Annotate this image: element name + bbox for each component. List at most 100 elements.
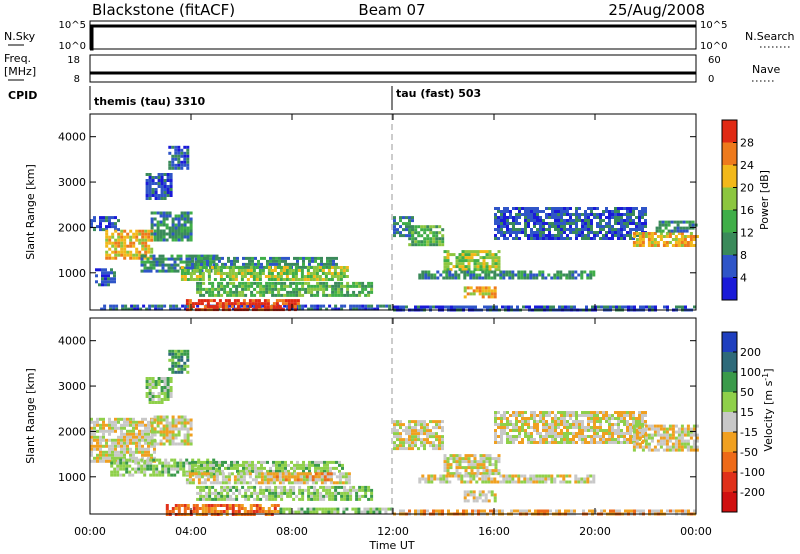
nsky-tick-top: 10^5: [59, 20, 86, 31]
velocity-echo-feature: [393, 420, 444, 451]
power-echo-feature: [632, 232, 699, 247]
velocity-echo-feature: [90, 417, 156, 463]
velocity-echo-feature: [168, 349, 190, 374]
velocity-echo-feature: [196, 485, 374, 501]
power-echo-feature: [90, 216, 120, 232]
power-ytick-label: 1000: [58, 267, 86, 280]
nsearch-tick-bottom: 10^0: [700, 41, 727, 52]
velocity-colorbar-swatch: [722, 352, 737, 372]
power-echo-feature: [463, 286, 497, 299]
date-title: 25/Aug/2008: [608, 1, 705, 19]
velocity-colorbar-tick: -200: [740, 486, 765, 499]
power-echo-feature: [168, 145, 190, 170]
power-echo-feature: [180, 266, 349, 281]
power-echo-feature: [418, 270, 596, 280]
velocity-echo-feature: [145, 377, 173, 404]
power-data-layer: [90, 145, 699, 312]
power-y-axis: 1000 2000 3000 4000: [58, 131, 696, 280]
velocity-ytick-label: 1000: [58, 471, 86, 484]
nsky-panel: [89, 20, 697, 50]
power-colorbar-tick: 24: [740, 159, 754, 172]
power-colorbar-label: Power [dB]: [758, 170, 771, 230]
power-colorbar-tick: 28: [740, 137, 754, 150]
velocity-echo-feature: [393, 509, 696, 516]
power-colorbar-swatch: [722, 187, 737, 210]
cpid-segment-2: tau (fast) 503: [396, 87, 481, 100]
power-echo-feature: [185, 299, 300, 312]
power-colorbar-swatch: [722, 232, 737, 255]
velocity-ylabel: Slant Range [km]: [24, 368, 37, 464]
nsky-trace: [90, 24, 696, 51]
nsky-label: N.Sky: [4, 30, 36, 43]
power-colorbar-swatch: [722, 142, 737, 165]
velocity-x-ticks: [89, 318, 697, 514]
power-echo-feature: [100, 304, 392, 311]
velocity-colorbar-tick: -100: [740, 466, 765, 479]
power-colorbar-swatch: [722, 210, 737, 233]
power-echo-feature: [105, 229, 154, 260]
velocity-colorbar-tick: -50: [740, 446, 758, 459]
power-ytick-label: 4000: [58, 131, 86, 144]
time-tick-label: 00:00: [74, 525, 106, 538]
velocity-colorbar-swatch: [722, 412, 737, 432]
power-colorbar-swatch: [722, 120, 737, 143]
freq-unit-label: [MHz]: [4, 65, 36, 78]
power-echo-feature: [393, 216, 414, 238]
power-colorbar-tick: 20: [740, 182, 754, 195]
time-axis-labels: 00:00 04:00 08:00 12:00 16:00 20:00 00:00: [74, 525, 712, 538]
velocity-colorbar: 200 100 50 15 -15 -50 -100 -200: [721, 331, 765, 513]
velocity-echo-feature: [150, 415, 193, 446]
time-tick-label: 20:00: [579, 525, 611, 538]
power-colorbar-tick: 4: [740, 272, 747, 285]
velocity-ytick-label: 3000: [58, 380, 86, 393]
velocity-echo-feature: [279, 507, 394, 514]
velocity-colorbar-swatch: [722, 452, 737, 472]
power-echo-feature: [196, 281, 374, 297]
velocity-colorbar-swatch: [722, 432, 737, 452]
velocity-echo-feature: [443, 454, 501, 476]
power-ylabel: Slant Range [km]: [24, 164, 37, 260]
velocity-echo-feature: [463, 490, 497, 503]
velocity-echo-feature: [418, 474, 596, 484]
velocity-ytick-label: 4000: [58, 335, 86, 348]
freq-panel: [89, 54, 697, 83]
power-colorbar-tick: 16: [740, 204, 754, 217]
nsearch-tick-top: 10^5: [700, 20, 727, 31]
velocity-colorbar-swatch: [722, 472, 737, 492]
power-colorbar: 4 8 12 16 20 24 28: [721, 119, 754, 301]
velocity-colorbar-tick: 200: [740, 346, 761, 359]
velocity-colorbar-swatch: [722, 392, 737, 412]
velocity-echo-feature: [191, 460, 344, 473]
power-echo-feature: [150, 211, 193, 242]
velocity-colorbar-swatch: [722, 492, 737, 512]
power-colorbar-swatch: [722, 255, 737, 278]
time-tick-label: 04:00: [175, 525, 207, 538]
nave-tick-bottom: 0: [708, 74, 714, 85]
power-colorbar-swatch: [722, 165, 737, 188]
velocity-echo-feature: [266, 472, 333, 482]
velocity-colorbar-label: Velocity [m s-1]: [761, 368, 775, 451]
power-colorbar-tick: 12: [740, 227, 754, 240]
cpid-label: CPID: [8, 89, 37, 102]
velocity-colorbar-swatch: [722, 372, 737, 392]
time-tick-label: 08:00: [276, 525, 308, 538]
power-ytick-label: 3000: [58, 176, 86, 189]
velocity-ytick-label: 2000: [58, 425, 86, 438]
velocity-data-layer: [90, 349, 699, 516]
velocity-echo-feature: [494, 411, 647, 444]
power-echo-feature: [95, 268, 116, 287]
velocity-colorbar-tick: -15: [740, 426, 758, 439]
nsearch-label: N.Search: [745, 30, 795, 43]
velocity-colorbar-swatch: [722, 332, 737, 352]
power-ytick-label: 2000: [58, 221, 86, 234]
velocity-colorbar-tick: 100: [740, 366, 761, 379]
velocity-y-axis: 1000 2000 3000 4000: [58, 335, 696, 484]
nave-label: Nave: [752, 63, 780, 76]
time-axis-label: Time UT: [368, 539, 414, 552]
power-colorbar-tick: 8: [740, 249, 747, 262]
power-echo-feature: [393, 305, 696, 312]
power-colorbar-swatch: [722, 277, 737, 300]
velocity-colorbar-tick: 50: [740, 386, 754, 399]
